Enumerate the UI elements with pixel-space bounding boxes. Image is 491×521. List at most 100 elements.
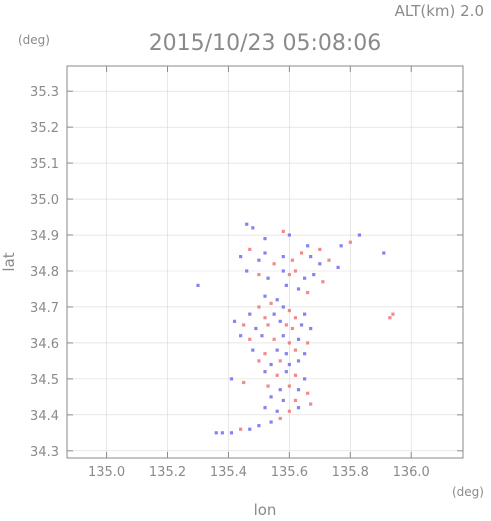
data-point — [284, 352, 288, 356]
chart-title: 2015/10/23 05:08:06 — [149, 31, 382, 56]
data-point — [229, 431, 234, 435]
data-point — [391, 312, 395, 316]
data-point — [309, 326, 313, 331]
data-point — [214, 431, 218, 435]
data-point — [248, 427, 252, 431]
data-point — [318, 247, 322, 252]
data-point — [293, 316, 298, 320]
data-point — [269, 420, 273, 424]
data-point — [263, 370, 267, 374]
data-point — [306, 341, 310, 345]
data-point — [239, 334, 243, 338]
x-tick-label: 135.2 — [149, 465, 186, 480]
data-point — [278, 388, 282, 392]
data-point — [303, 276, 307, 280]
y-tick-label: 34.6 — [30, 337, 59, 352]
data-point — [309, 402, 313, 406]
data-point — [299, 323, 304, 327]
data-point — [242, 380, 246, 385]
data-point — [281, 398, 285, 403]
data-point — [296, 287, 301, 291]
plot-frame — [66, 65, 464, 459]
data-point — [293, 269, 298, 273]
data-point — [251, 226, 255, 230]
data-point — [303, 377, 307, 381]
y-tick-label: 34.5 — [30, 373, 59, 388]
x-tick-label: 135.4 — [210, 465, 247, 480]
data-point — [284, 323, 288, 327]
data-point — [306, 290, 310, 295]
data-point — [245, 269, 249, 273]
data-point — [245, 222, 249, 226]
data-point — [296, 388, 301, 392]
data-point — [303, 352, 307, 356]
altitude-label: ALT(km) 2.0 — [395, 2, 484, 20]
data-point — [287, 233, 291, 237]
y-tick-label: 35.2 — [30, 121, 59, 136]
data-point — [318, 262, 322, 266]
data-point — [296, 406, 301, 410]
y-tick-label: 35.0 — [30, 193, 59, 208]
y-axis-ticks: 34.3 34.4 34.5 34.6 34.7 34.8 34.9 35.0 35.1 35.2… — [30, 85, 463, 460]
data-point — [293, 398, 298, 403]
data-point — [287, 341, 291, 345]
data-point — [275, 409, 279, 413]
data-point — [306, 391, 310, 395]
data-point — [290, 326, 295, 331]
data-point — [281, 334, 285, 338]
data-point — [327, 258, 331, 262]
data-point — [254, 326, 258, 331]
data-point — [260, 334, 264, 338]
data-point — [266, 276, 270, 280]
data-point — [239, 427, 243, 431]
data-point — [266, 384, 270, 388]
data-point — [281, 269, 285, 273]
data-point — [296, 359, 301, 363]
data-point — [287, 384, 291, 388]
data-point — [272, 312, 276, 316]
data-point — [287, 308, 291, 313]
data-point — [263, 294, 267, 298]
data-point — [293, 373, 298, 377]
data-point — [284, 283, 288, 287]
x-tick-label: 135.6 — [271, 465, 308, 480]
data-point — [263, 406, 267, 410]
data-point — [275, 348, 279, 352]
data-point — [278, 416, 282, 421]
data-point — [287, 272, 291, 277]
data-point — [281, 255, 285, 259]
data-point — [287, 362, 291, 367]
y-tick-label: 34.3 — [30, 445, 59, 460]
x-axis-label: lon — [254, 501, 277, 519]
y-tick-label: 34.4 — [30, 409, 59, 424]
data-point — [281, 305, 285, 309]
data-point — [251, 348, 255, 352]
x-tick-label: 135.0 — [88, 465, 125, 480]
data-point — [278, 359, 282, 363]
data-point — [263, 251, 267, 255]
y-tick-label: 34.9 — [30, 229, 59, 244]
data-point — [336, 265, 340, 269]
x-tick-label: 136.0 — [393, 465, 430, 480]
data-point — [312, 272, 316, 277]
data-point — [257, 305, 261, 309]
data-point — [382, 251, 386, 255]
data-point — [220, 431, 224, 435]
data-point — [339, 244, 343, 248]
data-point — [232, 319, 237, 323]
y-axis-label: lat — [0, 252, 18, 271]
data-point — [269, 362, 273, 367]
data-point — [263, 237, 267, 241]
data-point — [348, 240, 352, 244]
x-axis-unit: (deg) — [452, 485, 484, 499]
data-point — [263, 352, 267, 356]
data-point — [269, 395, 273, 399]
data-point — [257, 359, 261, 363]
data-point — [275, 298, 279, 302]
y-tick-label: 34.8 — [30, 265, 59, 280]
data-point — [257, 424, 261, 428]
data-point — [248, 337, 252, 341]
x-tick-label: 135.8 — [332, 465, 369, 480]
data-point — [229, 377, 234, 381]
